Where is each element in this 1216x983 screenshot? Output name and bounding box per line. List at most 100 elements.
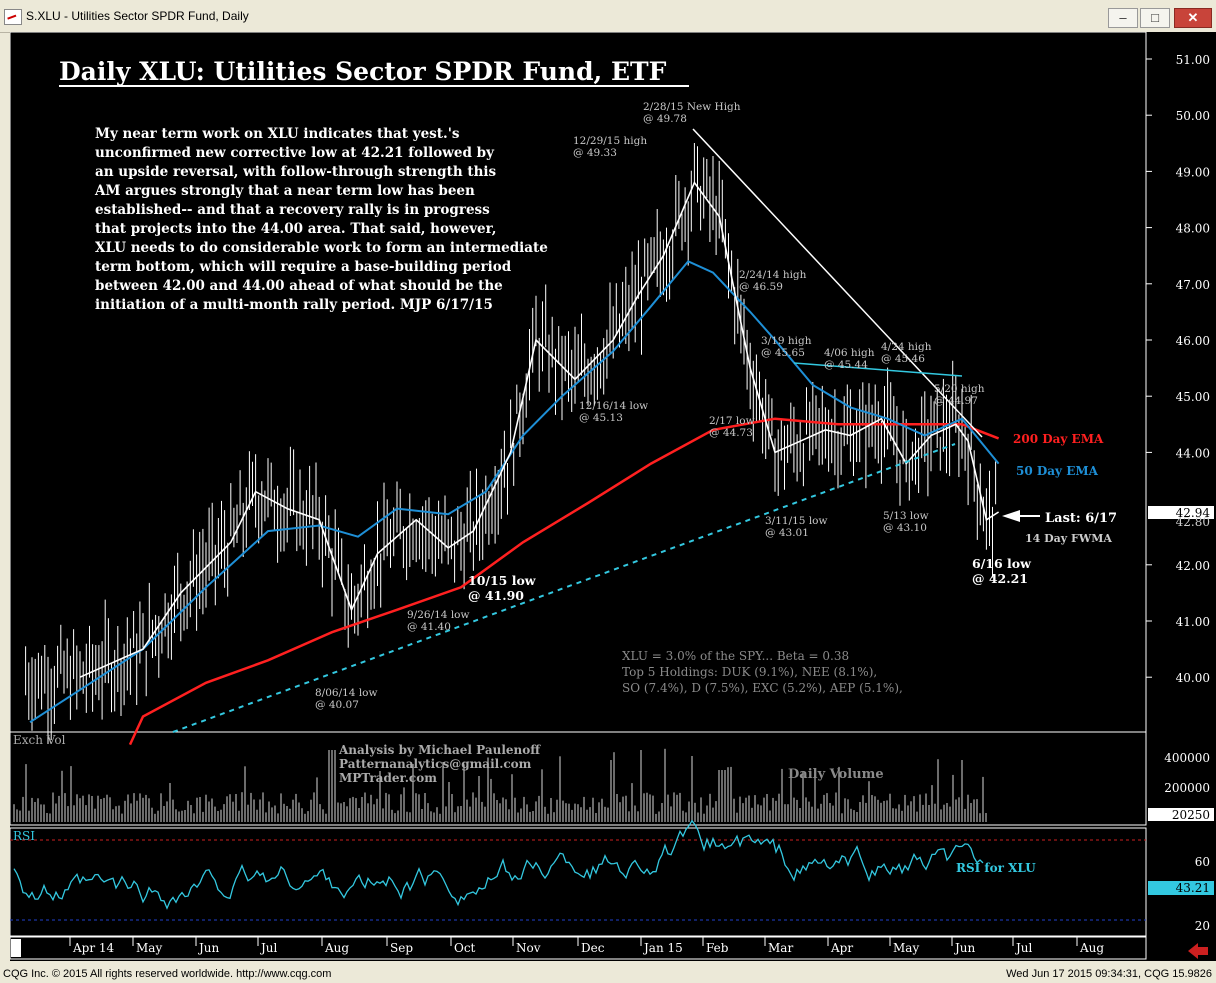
daily-volume-label: Daily Volume [788, 767, 884, 782]
ema-50-legend: 50 Day EMA [1016, 464, 1099, 478]
commentary-line: AM argues strongly that a near term low … [94, 183, 475, 199]
rsi-axis-20: 20 [1195, 919, 1210, 933]
last-price-box [1148, 506, 1214, 519]
commentary-block: My near term work on XLU indicates that … [94, 126, 548, 313]
fwma-line [79, 180, 1000, 678]
minimize-button[interactable]: – [1108, 8, 1138, 28]
price-axis-label: 42.00 [1176, 559, 1210, 573]
annotation-a11-line: @ 43.10 [883, 522, 927, 534]
price-axis-label: 45.00 [1176, 390, 1210, 404]
last-label: Last: 6/17 [1045, 511, 1117, 526]
price-chart[interactable]: Daily XLU: Utilities Sector SPDR Fund, E… [9, 31, 1216, 961]
volume-last-value: 20250 [1172, 808, 1210, 822]
time-axis-label: May [893, 941, 919, 955]
time-axis-label: Feb [706, 941, 729, 955]
price-axis-label: 41.00 [1176, 615, 1210, 629]
annotation-a1-line: @ 49.78 [643, 113, 687, 125]
time-axis: Apr 14 May Jun Jul Aug Sep Oct Nov Dec Jan 15 Feb M… [69, 937, 1104, 955]
analyst-line: Patternanalytics@gmail.com [339, 757, 532, 771]
price-axis-label: 51.00 [1176, 53, 1210, 67]
fwma-legend: 14 Day FWMA [1025, 532, 1112, 545]
annotation-a5-line: 4/06 high [824, 347, 875, 359]
ema-200-line [128, 417, 1000, 746]
rsi-axis-60: 60 [1195, 855, 1210, 869]
status-bar: CQG Inc. © 2015 All rights reserved worl… [0, 964, 1216, 983]
uptrend-line [172, 443, 956, 733]
last-arrow-icon [1002, 510, 1020, 522]
commentary-line: initiation of a multi-month rally period… [95, 297, 493, 313]
close-button[interactable]: ✕ [1174, 8, 1212, 28]
annotation-a4-line: @ 45.65 [761, 347, 805, 359]
rsi-panel-label: RSI [13, 829, 35, 843]
stats-block: XLU = 3.0% of the SPY... Beta = 0.38 Top … [622, 649, 903, 695]
commentary-line: My near term work on XLU indicates that … [95, 126, 460, 142]
annotation-a15-line: 6/16 low [972, 556, 1032, 571]
annotation-a6-line: @ 45.46 [881, 353, 925, 365]
window-titlebar[interactable]: S.XLU - Utilities Sector SPDR Fund, Dail… [0, 0, 1216, 33]
chart-headline: Daily XLU: Utilities Sector SPDR Fund, E… [59, 57, 667, 86]
close-icon: ✕ [1187, 10, 1199, 25]
rsi-last-value: 43.21 [1176, 881, 1210, 895]
resistance-line [793, 362, 963, 377]
scroll-left-handle[interactable] [11, 939, 21, 957]
minimize-icon: – [1119, 10, 1127, 25]
annotation-a11-line: 5/13 low [883, 510, 929, 522]
stats-line: XLU = 3.0% of the SPY... Beta = 0.38 [622, 649, 849, 663]
time-axis-label: Jun [953, 941, 976, 955]
annotation-a9-line: @ 44.73 [709, 427, 753, 439]
stats-line: SO (7.4%), D (7.5%), EXC (5.2%), AEP (5.… [622, 681, 903, 695]
annotation-a7-line: 5/20 high [934, 383, 985, 395]
time-axis-label: Jul [1014, 941, 1033, 955]
analyst-line: Analysis by Michael Paulenoff [338, 743, 541, 757]
rsi-panel-frame [9, 827, 1147, 937]
annotation-a3-line: @ 46.59 [739, 281, 783, 293]
rsi-line [13, 819, 984, 910]
time-axis-label: Oct [454, 941, 476, 955]
volume-axis-400k: 400000 [1164, 751, 1210, 765]
annotation-a12-line: 10/15 low [468, 573, 537, 588]
annotation-a9-line: 2/17 low [709, 415, 755, 427]
time-axis-label: Nov [516, 941, 541, 955]
volume-panel-label: Exch Vol [13, 733, 66, 747]
annotation-a7-line: @ 44.97 [934, 395, 978, 407]
annotation-a2-line: 12/29/15 high [573, 135, 647, 147]
copyright-text: CQG Inc. © 2015 All rights reserved worl… [3, 968, 332, 980]
price-axis-label: 44.00 [1176, 446, 1210, 460]
time-axis-label: Apr [830, 941, 853, 955]
rsi-title: RSI for XLU [956, 861, 1036, 875]
time-axis-label: Jul [259, 941, 278, 955]
price-axis-label: 46.00 [1176, 334, 1210, 348]
commentary-line: that projects into the 44.00 area. That … [95, 221, 496, 237]
rsi-last-box [1148, 881, 1214, 895]
time-axis-label: Sep [390, 941, 413, 955]
time-axis-label: Apr 14 [72, 941, 115, 955]
annotation-a2-line: @ 49.33 [573, 147, 617, 159]
annotation-a1-line: 2/28/15 New High [643, 101, 741, 113]
price-axis-label: 40.00 [1176, 671, 1210, 685]
scroll-right-arrow-icon[interactable] [1188, 943, 1208, 959]
time-axis-label: Jan 15 [642, 941, 683, 955]
annotation-a12-line: @ 41.90 [468, 588, 524, 603]
time-axis-label: Dec [581, 941, 605, 955]
last-price-value: 42.94 [1176, 506, 1211, 520]
restore-button[interactable]: □ [1140, 8, 1170, 28]
annotation-a13-line: 9/26/14 low [407, 609, 469, 621]
analyst-block: Analysis by Michael PaulenoffPatternanal… [338, 743, 541, 785]
volume-axis-200k: 200000 [1164, 781, 1210, 795]
commentary-line: an upside reversal, with follow-through … [95, 164, 497, 180]
annotation-a10-line: @ 43.01 [765, 527, 809, 539]
commentary-line: XLU needs to do considerable work to for… [95, 240, 548, 256]
ema-50-line [29, 260, 1000, 724]
volume-panel-frame [9, 731, 1147, 826]
chart-app-icon [4, 9, 22, 25]
price-bars [25, 143, 997, 744]
annotation-a10-line: 3/11/15 low [765, 515, 827, 527]
chart-window[interactable]: Daily XLU: Utilities Sector SPDR Fund, E… [9, 31, 1216, 961]
annotation-a6-line: 4/24 high [881, 341, 932, 353]
time-axis-label: Mar [768, 941, 793, 955]
analyst-line: MPTrader.com [339, 771, 437, 785]
annotation-a14-line: 8/06/14 low [315, 687, 377, 699]
annotation-a4-line: 3/19 high [761, 335, 812, 347]
commentary-line: established-- and that a recovery rally … [95, 202, 490, 218]
downtrend-line [692, 128, 983, 438]
